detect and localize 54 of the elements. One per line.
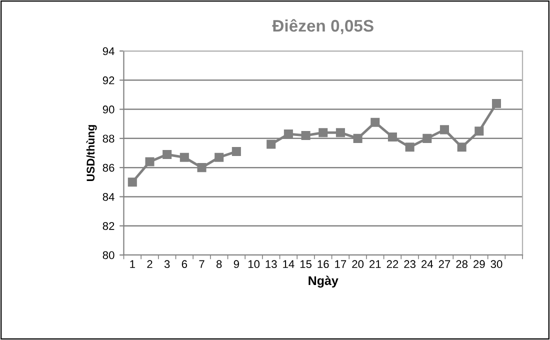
x-tick-label: 17 <box>335 260 346 268</box>
point <box>474 126 484 136</box>
x-tick-label: 9 <box>234 260 240 268</box>
point <box>284 130 293 139</box>
point <box>180 152 189 162</box>
y-tick-label: 92 <box>102 76 114 84</box>
point <box>232 147 241 156</box>
point <box>370 118 380 127</box>
y-axis-title: USD/thùng <box>86 125 97 182</box>
x-tick-label: 23 <box>404 260 416 268</box>
y-tick-label: 90 <box>102 106 114 114</box>
x-tick-label: 28 <box>456 260 468 268</box>
x-tick-label: 14 <box>283 260 294 268</box>
y-tick-label: 88 <box>102 134 114 143</box>
x-tick-label: 2 <box>147 260 152 268</box>
point <box>492 98 502 108</box>
point <box>197 163 206 172</box>
point <box>405 142 414 152</box>
x-tick-label: 22 <box>386 260 398 268</box>
x-tick-label: 21 <box>370 260 381 268</box>
x-tick-label: 7 <box>199 260 204 268</box>
point <box>336 128 345 138</box>
chart-title: Điêzen 0,05S <box>272 19 374 34</box>
x-tick-label: 8 <box>216 260 222 268</box>
x-tick-label: 15 <box>300 260 312 268</box>
point <box>318 128 328 138</box>
x-tick-label: 20 <box>352 260 364 268</box>
x-tick-label: 24 <box>422 260 433 268</box>
x-tick-label: 13 <box>266 260 277 268</box>
x-tick-label: 27 <box>438 260 450 268</box>
y-tick-label: 82 <box>102 222 114 230</box>
point <box>353 134 362 143</box>
x-tick-label: 16 <box>318 260 329 268</box>
point <box>266 140 276 149</box>
x-tick-label: 10 <box>248 260 260 268</box>
point <box>128 178 137 187</box>
y-tick-label: 94 <box>102 47 114 56</box>
x-tick-label: 29 <box>474 260 485 268</box>
point <box>301 131 310 140</box>
x-tick-label: 3 <box>164 260 170 268</box>
y-tick-label: 84 <box>102 192 114 201</box>
x-tick-label: 1 <box>130 260 135 268</box>
point <box>145 157 154 166</box>
point <box>162 150 172 159</box>
point <box>422 134 432 143</box>
y-tick-label: 86 <box>102 164 114 172</box>
x-tick-label: 6 <box>182 260 188 268</box>
x-tick-label: 30 <box>490 260 502 268</box>
point <box>388 132 397 142</box>
x-axis-title: Ngày <box>308 276 338 288</box>
point <box>214 152 224 162</box>
y-tick-label: 80 <box>102 251 114 260</box>
point <box>457 142 466 152</box>
point <box>440 125 449 134</box>
